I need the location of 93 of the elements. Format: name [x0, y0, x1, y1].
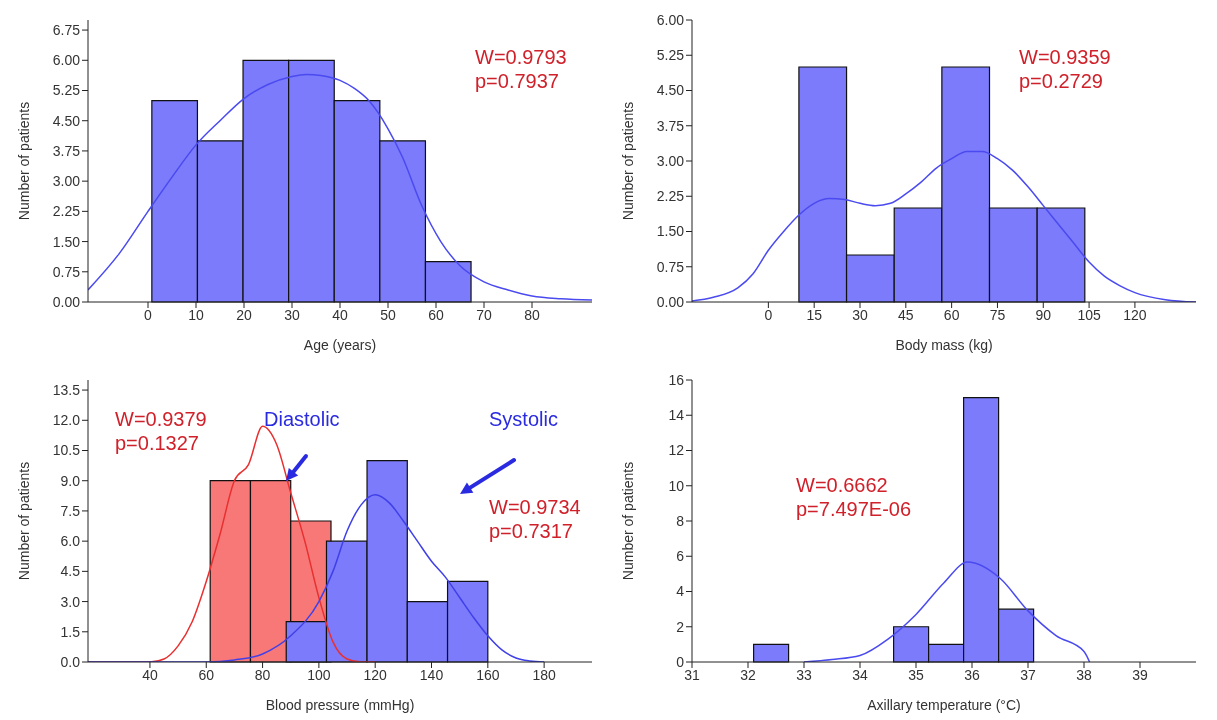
x-tick-label: 33: [796, 666, 812, 683]
y-tick-label: 0.00: [656, 293, 685, 310]
x-axis-title: Blood pressure (mmHg): [265, 697, 415, 713]
y-tick-label: 6.00: [656, 11, 685, 28]
x-tick-label: 105: [1077, 306, 1101, 323]
annotation: p=7.497E-06: [796, 498, 912, 520]
y-axis-title: Number of patients: [619, 461, 636, 581]
y-tick-label: 1.50: [52, 233, 81, 250]
y-tick-label: 12: [668, 442, 685, 459]
x-tick-label: 10: [188, 306, 204, 323]
x-tick-label: 60: [943, 306, 960, 323]
x-tick-label: 15: [806, 306, 823, 323]
x-tick-label: 60: [198, 666, 215, 683]
x-tick-label: 100: [307, 666, 331, 683]
annotation: W=0.9734: [489, 496, 581, 518]
y-tick-label: 8: [676, 512, 685, 529]
x-tick-label: 50: [380, 306, 396, 323]
y-tick-label: 5.25: [656, 47, 685, 64]
y-tick-label: 3.0: [60, 593, 81, 610]
y-tick-label: 6.0: [60, 533, 81, 550]
y-tick-label: 4.50: [656, 82, 685, 99]
y-tick-label: 0.75: [52, 263, 81, 280]
annotation: W=0.9359: [1019, 46, 1111, 68]
annotation: Diastolic: [264, 408, 340, 430]
annotation: W=0.9379: [115, 408, 207, 430]
y-tick-label: 6.75: [52, 22, 81, 39]
x-tick-label: 80: [254, 666, 271, 683]
y-tick-label: 13.5: [52, 382, 81, 399]
x-tick-label: 40: [142, 666, 158, 683]
x-tick-label: 36: [964, 666, 980, 683]
x-tick-label: 39: [1132, 666, 1148, 683]
y-axis-title: Number of patients: [15, 101, 32, 221]
x-axis-title: Axillary temperature (°C): [867, 697, 1021, 713]
y-tick-label: 3.00: [656, 152, 685, 169]
y-tick-label: 10.5: [52, 442, 81, 459]
x-tick-label: 37: [1020, 666, 1036, 683]
y-tick-label: 16: [668, 371, 685, 388]
x-tick-label: 60: [428, 306, 444, 323]
y-tick-label: 6: [676, 548, 685, 565]
y-axis-title: Number of patients: [15, 461, 32, 581]
x-tick-label: 120: [1123, 306, 1147, 323]
y-tick-label: 2.25: [52, 203, 81, 220]
y-tick-label: 7.5: [60, 502, 81, 519]
x-axis-title: Body mass (kg): [895, 337, 993, 353]
y-tick-label: 2.25: [656, 188, 685, 205]
y-tick-label: 0.75: [656, 258, 685, 275]
x-tick-label: 120: [363, 666, 388, 683]
x-tick-label: 80: [524, 306, 540, 323]
x-tick-label: 35: [908, 666, 924, 683]
x-tick-label: 40: [332, 306, 348, 323]
y-tick-label: 0.0: [60, 653, 81, 670]
x-tick-label: 32: [740, 666, 756, 683]
y-tick-label: 3.75: [52, 142, 81, 159]
y-tick-label: 4.5: [60, 563, 81, 580]
y-tick-label: 5.25: [52, 82, 81, 99]
x-tick-label: 31: [684, 666, 700, 683]
x-tick-label: 180: [532, 666, 557, 683]
x-tick-label: 34: [852, 666, 868, 683]
y-tick-label: 4: [676, 583, 685, 600]
x-tick-label: 45: [898, 306, 914, 323]
y-tick-label: 0: [676, 653, 685, 670]
annotation: W=0.9793: [475, 46, 567, 68]
x-tick-label: 0: [764, 306, 773, 323]
x-tick-label: 90: [1035, 306, 1052, 323]
x-tick-label: 75: [989, 306, 1006, 323]
y-tick-label: 12.0: [52, 412, 81, 429]
x-tick-label: 30: [284, 306, 300, 323]
y-tick-label: 9.0: [60, 472, 81, 489]
annotation: p=0.7317: [489, 520, 573, 542]
x-tick-label: 30: [852, 306, 868, 323]
x-tick-label: 20: [236, 306, 252, 323]
x-tick-label: 70: [476, 306, 492, 323]
y-tick-label: 3.00: [52, 173, 81, 190]
x-axis-title: Age (years): [303, 337, 377, 353]
annotation: W=0.6662: [796, 474, 888, 496]
y-tick-label: 14: [668, 407, 685, 424]
y-tick-label: 3.75: [656, 117, 685, 134]
annotation: p=0.7937: [475, 70, 559, 92]
annotation: Systolic: [489, 408, 558, 430]
y-tick-label: 10: [668, 477, 685, 494]
annotation: p=0.2729: [1019, 70, 1103, 92]
y-tick-label: 6.00: [52, 52, 81, 69]
x-tick-label: 160: [476, 666, 500, 683]
y-axis-title: Number of patients: [619, 101, 636, 221]
x-tick-label: 38: [1076, 666, 1092, 683]
x-tick-label: 0: [144, 306, 153, 323]
y-tick-label: 1.50: [656, 223, 685, 240]
y-tick-label: 4.50: [52, 112, 81, 129]
y-tick-label: 0.00: [52, 293, 81, 310]
y-tick-label: 1.5: [60, 623, 81, 640]
y-tick-label: 2: [676, 618, 685, 635]
annotation: p=0.1327: [115, 432, 199, 454]
x-tick-label: 140: [419, 666, 444, 683]
